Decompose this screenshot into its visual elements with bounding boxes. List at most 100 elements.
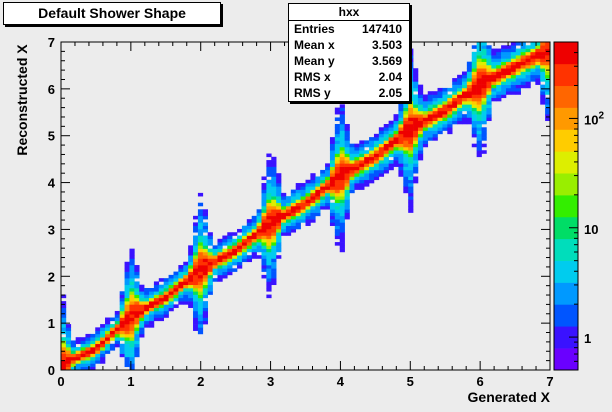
x-tick-label: 6 bbox=[477, 374, 484, 389]
heatmap-cell bbox=[344, 189, 350, 194]
heatmap-cell bbox=[80, 347, 86, 351]
heatmap-cell bbox=[325, 192, 331, 197]
heatmap-cell bbox=[246, 245, 253, 249]
colorbar-frame bbox=[553, 41, 579, 371]
heatmap-cell bbox=[212, 265, 218, 269]
heatmap-cell bbox=[398, 130, 404, 135]
heatmap-cell bbox=[354, 160, 360, 164]
heatmap-cell bbox=[510, 71, 517, 76]
heatmap-cell bbox=[378, 166, 385, 171]
heatmap-cell bbox=[129, 330, 135, 335]
heatmap-cell bbox=[540, 101, 546, 105]
heatmap-cell bbox=[178, 268, 184, 272]
heatmap-cell bbox=[139, 307, 145, 312]
heatmap-cell bbox=[510, 51, 517, 56]
heatmap-cell bbox=[432, 110, 438, 115]
heatmap-cell bbox=[266, 209, 272, 213]
heatmap-cell bbox=[496, 64, 502, 69]
heatmap-cell bbox=[202, 265, 208, 269]
heatmap-cell bbox=[339, 110, 345, 115]
heatmap-cell bbox=[329, 222, 336, 226]
heatmap-cell bbox=[271, 196, 277, 200]
heatmap-cell bbox=[105, 324, 111, 328]
heatmap-cell bbox=[193, 278, 199, 282]
heatmap-cell bbox=[417, 110, 424, 115]
heatmap-cell bbox=[310, 179, 316, 184]
heatmap-cell bbox=[178, 265, 184, 269]
heatmap-cell bbox=[202, 294, 208, 299]
heatmap-cell bbox=[202, 301, 208, 305]
heatmap-cell bbox=[393, 114, 399, 118]
heatmap-cell bbox=[413, 81, 419, 85]
heatmap-cell bbox=[422, 114, 429, 118]
heatmap-cell bbox=[193, 228, 199, 233]
heatmap-cell bbox=[261, 192, 267, 197]
heatmap-cell bbox=[530, 68, 536, 72]
heatmap-cell bbox=[281, 192, 287, 197]
heatmap-cell bbox=[129, 297, 135, 302]
heatmap-cell bbox=[329, 173, 336, 177]
heatmap-cell bbox=[300, 196, 306, 200]
heatmap-cell bbox=[417, 87, 424, 92]
heatmap-cell bbox=[476, 81, 482, 85]
heatmap-cell bbox=[295, 186, 301, 190]
heatmap-cell bbox=[398, 107, 404, 112]
heatmap-cell bbox=[119, 350, 125, 354]
heatmap-cell bbox=[197, 258, 204, 263]
heatmap-cell bbox=[471, 104, 477, 108]
stats-box: hxx Entries 147410 Mean x 3.503 Mean y 3… bbox=[288, 3, 410, 102]
heatmap-cell bbox=[422, 137, 429, 141]
heatmap-cell bbox=[540, 45, 546, 49]
heatmap-cell bbox=[139, 317, 145, 322]
heatmap-cell bbox=[163, 278, 169, 282]
heatmap-cell bbox=[197, 274, 204, 279]
heatmap-cell bbox=[398, 146, 404, 151]
heatmap-cell bbox=[90, 343, 96, 348]
heatmap-cell bbox=[481, 137, 487, 141]
heatmap-cell bbox=[442, 101, 448, 105]
heatmap-cell bbox=[427, 133, 433, 138]
heatmap-cell bbox=[290, 212, 297, 217]
heatmap-cell bbox=[149, 291, 155, 295]
heatmap-cell bbox=[510, 45, 517, 49]
heatmap-cell bbox=[437, 107, 443, 112]
heatmap-cell bbox=[383, 156, 389, 161]
heatmap-cell bbox=[193, 294, 199, 299]
stats-value: 2.05 bbox=[378, 86, 402, 100]
heatmap-cell bbox=[197, 317, 204, 322]
heatmap-cell bbox=[525, 64, 531, 69]
heatmap-cell bbox=[540, 91, 546, 95]
heatmap-cell bbox=[246, 255, 253, 259]
heatmap-cell bbox=[197, 228, 204, 233]
heatmap-cell bbox=[530, 71, 536, 76]
heatmap-cell bbox=[197, 288, 204, 292]
heatmap-cell bbox=[403, 146, 409, 151]
heatmap-cell bbox=[481, 55, 487, 59]
heatmap-cell bbox=[329, 196, 336, 200]
heatmap-cell bbox=[271, 258, 277, 263]
heatmap-cell bbox=[447, 130, 453, 135]
heatmap-cell bbox=[403, 120, 409, 125]
heatmap-cell bbox=[520, 51, 526, 56]
heatmap-cell bbox=[339, 133, 345, 138]
heatmap-cell bbox=[339, 107, 345, 112]
heatmap-cell bbox=[339, 127, 345, 131]
heatmap-cell bbox=[276, 215, 282, 220]
heatmap-cell bbox=[349, 186, 355, 190]
heatmap-cell bbox=[403, 140, 409, 144]
heatmap-cell bbox=[271, 186, 277, 190]
heatmap-cell bbox=[197, 232, 204, 236]
heatmap-cell bbox=[369, 137, 375, 141]
heatmap-cell bbox=[545, 117, 551, 122]
heatmap-cell bbox=[281, 206, 287, 210]
heatmap-cell bbox=[232, 268, 238, 272]
heatmap-cell bbox=[520, 74, 526, 79]
heatmap-cell bbox=[496, 78, 502, 82]
heatmap-cell bbox=[344, 186, 350, 190]
heatmap-cell bbox=[334, 140, 341, 144]
heatmap-cell bbox=[197, 248, 204, 253]
heatmap-cell bbox=[246, 258, 253, 263]
heatmap-cell bbox=[124, 304, 130, 308]
heatmap-cell bbox=[344, 183, 350, 187]
heatmap-cell bbox=[129, 268, 135, 272]
